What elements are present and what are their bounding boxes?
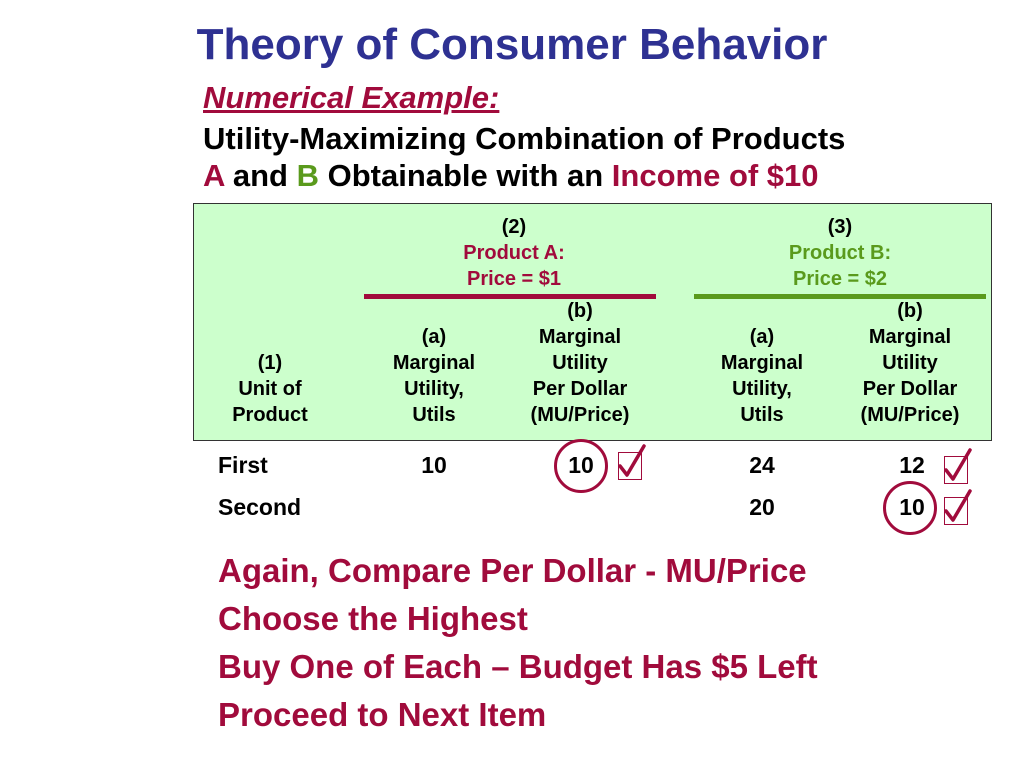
product-a-price: Price = $1 (467, 268, 561, 290)
col-unit-label-2: Product (232, 404, 308, 426)
row-2-b-mu: 20 (749, 494, 775, 520)
sub-a-line-3: Utils (740, 404, 784, 426)
sub-a-line-2: Utility, (404, 378, 464, 400)
col-unit-label-1: Unit of (238, 378, 302, 400)
sub-a-label: (a) (749, 326, 775, 348)
row-1-b-mu: 24 (749, 452, 775, 478)
row-2-unit: Second (218, 494, 302, 520)
sub-a-line-1: Marginal (720, 352, 804, 374)
product-b-num: (3) (827, 216, 853, 238)
sub-b-line-3: Per Dollar (532, 378, 628, 400)
product-a-bar (364, 294, 656, 299)
product-b-bar (694, 294, 986, 299)
heading-line-1: Utility-Maximizing Combination of Produc… (203, 121, 846, 156)
product-a-num: (2) (501, 216, 527, 238)
sub-a-line-3: Utils (412, 404, 456, 426)
sub-b-line-4: (MU/Price) (530, 404, 630, 426)
sub-b-line-4: (MU/Price) (860, 404, 960, 426)
product-a-mup-header: (b) Marginal Utility Per Dollar (MU/Pric… (510, 298, 650, 428)
bottom-line-4: Proceed to Next Item (218, 696, 547, 733)
sub-b-label: (b) (897, 300, 923, 322)
sub-b-line-1: Marginal (538, 326, 622, 348)
product-b-header: (3) Product B: Price = $2 (730, 214, 950, 292)
row-1-a-mu: 10 (421, 452, 447, 478)
heading-product-b: B (296, 158, 319, 193)
checkmark-icon (944, 448, 972, 484)
sub-a-line-2: Utility, (732, 378, 792, 400)
col-unit-header: (1) Unit of Product (214, 350, 326, 428)
product-b-price: Price = $2 (793, 268, 887, 290)
sub-b-line-2: Utility (882, 352, 938, 374)
product-a-header: (2) Product A: Price = $1 (404, 214, 624, 292)
sub-b-label: (b) (567, 300, 593, 322)
product-b-name: Product B: (788, 242, 892, 264)
highlight-circle-a (554, 439, 608, 493)
heading-obtainable: Obtainable with an (318, 158, 612, 193)
slide-subtitle: Numerical Example: (203, 80, 500, 115)
heading-product-a: A (203, 158, 225, 193)
bottom-line-1: Again, Compare Per Dollar - MU/Price (218, 552, 807, 589)
product-b-mu-header: (a) Marginal Utility, Utils (702, 324, 822, 428)
checkmark-icon (618, 444, 646, 480)
col-unit-num: (1) (257, 352, 283, 374)
sub-a-label: (a) (421, 326, 447, 348)
checkmark-icon (944, 489, 972, 525)
sub-b-line-1: Marginal (868, 326, 952, 348)
highlight-circle-b (883, 481, 937, 535)
heading-and: and (224, 158, 297, 193)
sub-a-line-1: Marginal (392, 352, 476, 374)
product-a-name: Product A: (463, 242, 565, 264)
heading-income: Income of $10 (611, 158, 819, 193)
sub-b-line-2: Utility (552, 352, 608, 374)
sub-b-line-3: Per Dollar (862, 378, 958, 400)
bottom-line-2: Choose the Highest (218, 600, 528, 637)
product-b-mup-header: (b) Marginal Utility Per Dollar (MU/Pric… (840, 298, 980, 428)
row-1-unit: First (218, 452, 268, 478)
product-a-mu-header: (a) Marginal Utility, Utils (374, 324, 494, 428)
row-1-b-mup: 12 (899, 452, 925, 478)
slide-title: Theory of Consumer Behavior (196, 20, 828, 69)
bottom-line-3: Buy One of Each – Budget Has $5 Left (218, 648, 818, 685)
heading-line-2: A and B Obtainable with an Income of $10 (203, 158, 819, 194)
table-header-box: (1) Unit of Product (2) Product A: Price… (193, 203, 992, 441)
